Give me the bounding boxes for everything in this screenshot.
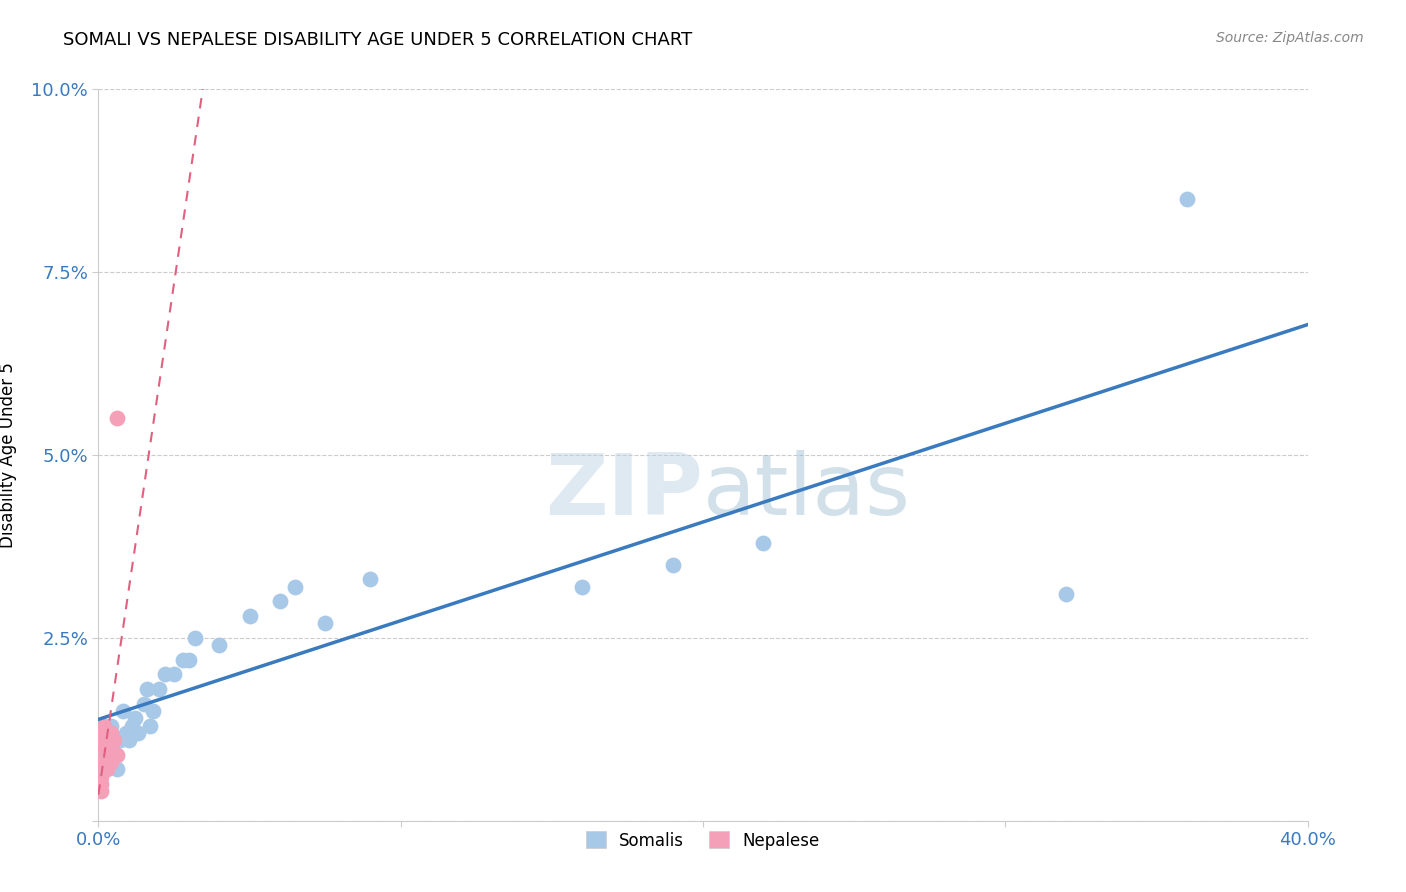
Point xyxy=(269,594,291,608)
Point xyxy=(172,653,194,667)
Point xyxy=(121,718,143,732)
Point xyxy=(96,763,118,777)
Point xyxy=(184,631,207,645)
Point xyxy=(93,718,115,732)
Point xyxy=(1175,192,1198,206)
Point xyxy=(90,763,112,777)
Point xyxy=(96,726,118,740)
Text: ZIP: ZIP xyxy=(546,450,703,533)
Point xyxy=(118,733,141,747)
Point xyxy=(1054,587,1077,601)
Point xyxy=(571,580,593,594)
Point xyxy=(148,681,170,696)
Point xyxy=(100,718,122,732)
Point xyxy=(90,777,112,791)
Point xyxy=(103,747,125,762)
Point xyxy=(108,733,131,747)
Point xyxy=(360,572,382,586)
Point xyxy=(100,755,122,769)
Point xyxy=(124,711,146,725)
Point xyxy=(100,740,122,755)
Point xyxy=(90,747,112,762)
Point xyxy=(105,411,128,425)
Point xyxy=(284,580,307,594)
Point xyxy=(103,733,125,747)
Text: SOMALI VS NEPALESE DISABILITY AGE UNDER 5 CORRELATION CHART: SOMALI VS NEPALESE DISABILITY AGE UNDER … xyxy=(63,31,693,49)
Point xyxy=(132,697,155,711)
Point xyxy=(114,726,136,740)
Point xyxy=(93,740,115,755)
Point xyxy=(163,667,186,681)
Point xyxy=(96,755,118,769)
Text: atlas: atlas xyxy=(703,450,911,533)
Point xyxy=(142,704,165,718)
Point xyxy=(179,653,201,667)
Point xyxy=(208,638,231,652)
Point xyxy=(93,740,115,755)
Text: Source: ZipAtlas.com: Source: ZipAtlas.com xyxy=(1216,31,1364,45)
Point xyxy=(139,718,162,732)
Point xyxy=(239,608,262,623)
Point xyxy=(105,763,128,777)
Point xyxy=(96,747,118,762)
Point xyxy=(135,681,157,696)
Point xyxy=(100,726,122,740)
Point xyxy=(90,726,112,740)
Point xyxy=(93,747,115,762)
Point xyxy=(153,667,176,681)
Y-axis label: Disability Age Under 5: Disability Age Under 5 xyxy=(0,362,17,548)
Point xyxy=(96,740,118,755)
Point xyxy=(314,616,336,631)
Point xyxy=(111,704,134,718)
Point xyxy=(90,784,112,798)
Point xyxy=(90,770,112,784)
Legend: Somalis, Nepalese: Somalis, Nepalese xyxy=(579,825,827,856)
Point xyxy=(752,535,775,549)
Point xyxy=(93,755,115,769)
Point xyxy=(127,726,149,740)
Point xyxy=(661,558,683,572)
Point xyxy=(90,740,112,755)
Point xyxy=(105,747,128,762)
Point xyxy=(103,747,125,762)
Point xyxy=(90,755,112,769)
Point xyxy=(93,733,115,747)
